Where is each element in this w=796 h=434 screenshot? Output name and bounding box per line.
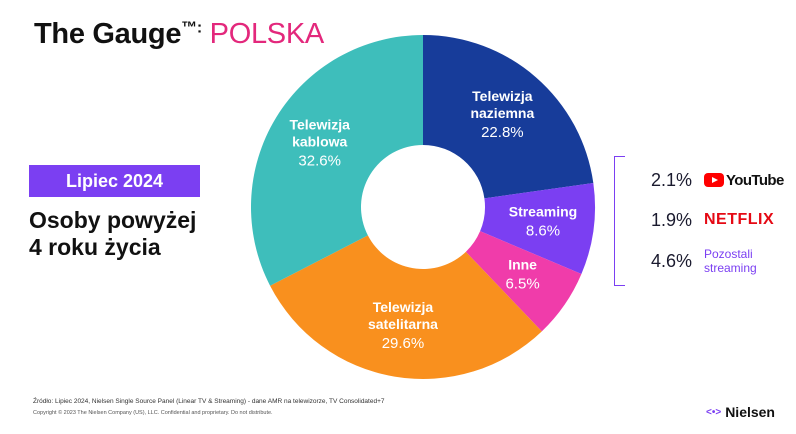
streaming-row-netflix: 1.9% NETFLIX <box>632 202 774 238</box>
slice-0 <box>423 35 594 199</box>
slice-1 <box>480 183 595 275</box>
nielsen-logo: <•> Nielsen <box>706 404 775 420</box>
streaming-bracket <box>614 156 625 286</box>
audience-label: Osoby powyżej 4 roku życia <box>29 207 259 261</box>
audience-line-1: Osoby powyżej <box>29 207 197 233</box>
slice-1-label-1: Streaming <box>509 204 577 220</box>
source-note: Źródło: Lipiec 2024, Nielsen Single Sour… <box>33 398 385 405</box>
title-mark: ™: <box>181 19 202 37</box>
copyright-note: Copyright © 2023 The Nielsen Company (US… <box>33 410 273 416</box>
netflix-value: 1.9% <box>650 209 692 230</box>
slice-1-value: 8.6% <box>526 223 560 240</box>
slice-4-value: 32.6% <box>298 152 341 169</box>
other-streaming-line-1: Pozostali <box>704 247 753 261</box>
slice-3-label-2: satelitarna <box>368 316 438 332</box>
slice-4-label-2: kablowa <box>292 133 347 149</box>
page-title: The Gauge™: POLSKA <box>34 18 324 51</box>
netflix-brand: NETFLIX <box>704 211 775 228</box>
slice-2 <box>465 231 582 332</box>
other-streaming-value: 4.6% <box>650 250 692 271</box>
streaming-row-other: 4.6% Pozostali streaming <box>632 243 757 279</box>
other-streaming-label: Pozostali streaming <box>704 247 757 275</box>
slice-0-value: 22.8% <box>481 124 524 141</box>
audience-line-2: 4 roku życia <box>29 234 161 260</box>
slice-3-value: 29.6% <box>382 335 425 352</box>
youtube-brand: YouTube <box>726 171 784 189</box>
slice-2-value: 6.5% <box>505 276 539 293</box>
youtube-value: 2.1% <box>650 169 692 190</box>
nielsen-logo-text: Nielsen <box>725 404 775 420</box>
youtube-play-icon <box>704 173 724 187</box>
period-badge: Lipiec 2024 <box>29 165 200 197</box>
nielsen-logo-icon: <•> <box>706 406 722 418</box>
title-prefix: The Gauge <box>34 18 182 50</box>
slice-4 <box>250 35 423 286</box>
other-streaming-line-2: streaming <box>704 261 757 275</box>
netflix-logo-icon: NETFLIX <box>704 211 774 229</box>
slice-2-label-1: Inne <box>508 257 537 273</box>
slice-3-label-1: Telewizja <box>373 299 434 315</box>
slice-0-label-1: Telewizja <box>472 88 533 104</box>
streaming-row-youtube: 2.1% YouTube <box>632 162 784 198</box>
youtube-logo-icon: YouTube <box>704 172 784 189</box>
title-country: POLSKA <box>209 18 325 50</box>
slice-4-label-1: Telewizja <box>289 116 350 132</box>
slice-0-label-2: naziemna <box>470 105 534 121</box>
slice-3 <box>270 235 542 379</box>
